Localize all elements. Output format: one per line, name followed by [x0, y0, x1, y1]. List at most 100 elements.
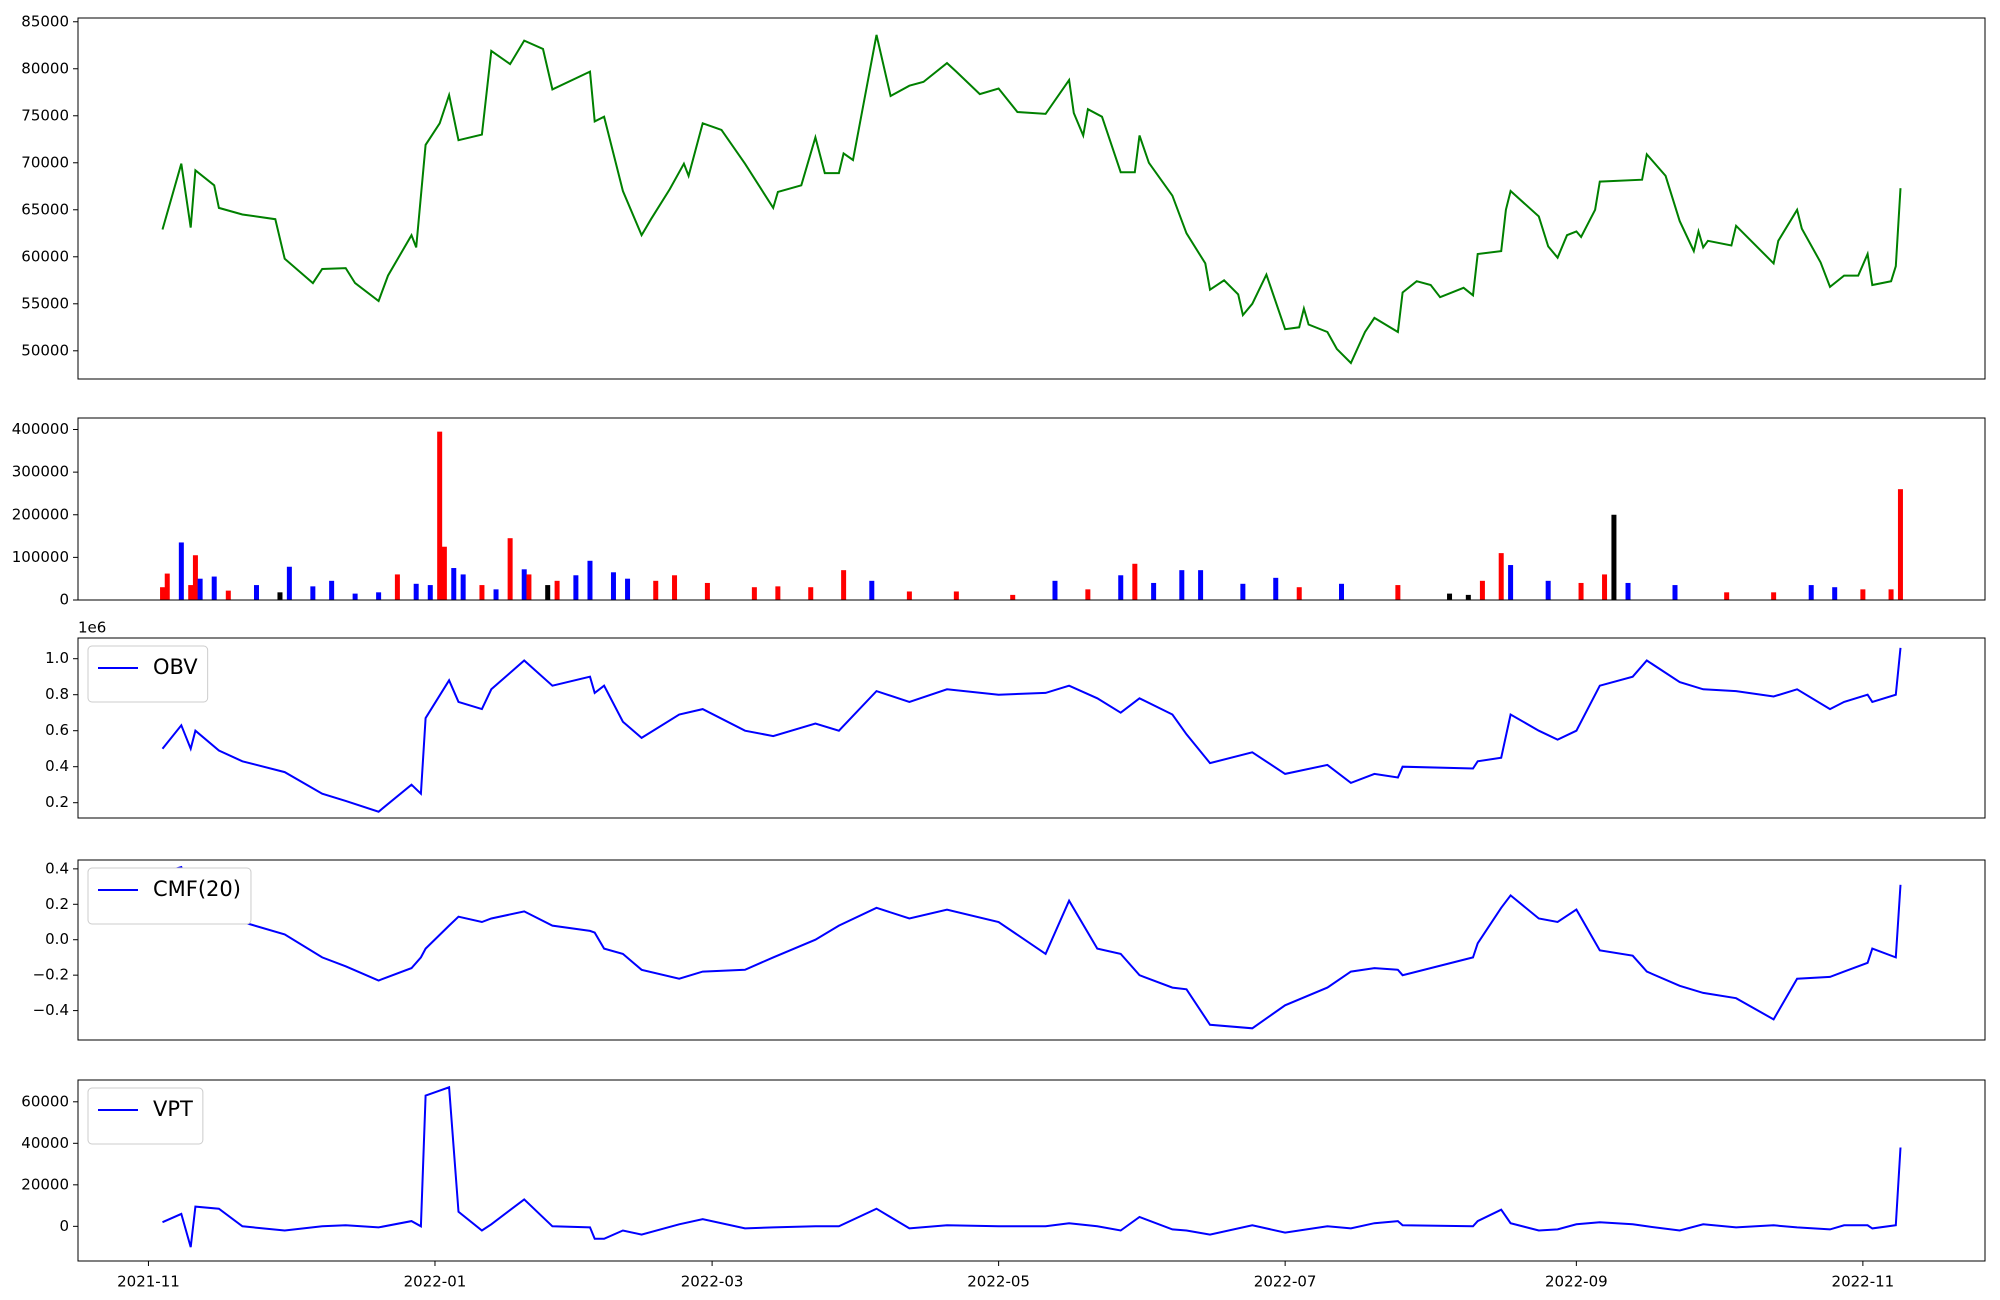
volume-bar: [1273, 577, 1279, 600]
y-tick-label: −0.4: [33, 1001, 69, 1019]
y-tick-label: 70000: [21, 153, 69, 171]
volume-bar: [953, 591, 959, 600]
y-tick-label: 0: [59, 1217, 69, 1235]
panel: −0.4 −0.2 0.0 0.2 0.4 CMF(20): [33, 859, 1986, 1041]
volume-bar: [394, 574, 400, 600]
volume-bar: [197, 578, 203, 600]
volume-bar: [188, 585, 194, 600]
volume-bar: [192, 555, 198, 600]
volume-bar: [1897, 489, 1903, 600]
volume-bar: [775, 586, 781, 600]
volume-bar: [1602, 574, 1608, 600]
volume-bar: [1832, 587, 1838, 600]
volume-bar: [178, 542, 184, 600]
volume-bar: [376, 592, 382, 600]
volume-bar: [507, 538, 513, 600]
volume-bar: [1545, 580, 1551, 600]
volume-bar: [1808, 585, 1814, 600]
volume-bar: [1240, 583, 1246, 600]
y-tick-label: 50000: [21, 341, 69, 359]
volume-bar: [869, 580, 875, 600]
volume-bar: [1447, 593, 1453, 600]
volume-bar: [906, 591, 912, 600]
volume-bar: [427, 585, 433, 600]
volume-bar: [277, 592, 283, 600]
y-tick-label: 300000: [12, 463, 69, 481]
x-tick-label: 2021-11: [117, 1273, 180, 1291]
volume-bar: [1611, 514, 1617, 600]
y-tick-label: 55000: [21, 294, 69, 312]
volume-bar: [672, 575, 678, 600]
volume-bar: [1085, 589, 1091, 600]
panel: 0 20000 40000 60000 2021-11 2022-01 2022-03 202…: [21, 1079, 1986, 1291]
x-tick-label: 2022-03: [681, 1273, 744, 1291]
volume-bar: [460, 574, 466, 600]
axes-frame: [77, 417, 1986, 601]
volume-bar: [554, 580, 560, 600]
line-series: [162, 1085, 1902, 1248]
x-tick-label: 2022-05: [967, 1273, 1030, 1291]
volume-bar: [841, 570, 847, 600]
volume-bar: [413, 583, 419, 600]
volume-bar: [437, 431, 443, 600]
y-tick-label: 80000: [21, 59, 69, 77]
y-tick-label: 85000: [21, 12, 69, 30]
axes-frame: [77, 859, 1986, 1041]
axes-frame: [77, 17, 1986, 380]
volume-bar: [1118, 575, 1124, 600]
volume-bar: [526, 574, 532, 600]
y-tick-label: 0.0: [45, 930, 69, 948]
volume-bar: [1771, 592, 1777, 600]
legend-label: CMF(20): [153, 877, 241, 901]
volume-bar: [451, 568, 457, 600]
legend: CMF(20): [87, 867, 252, 925]
volume-bar: [493, 589, 499, 600]
legend-box: [87, 867, 252, 925]
y-tick-label: 60000: [21, 1092, 69, 1110]
volume-bar: [286, 566, 292, 600]
volume-bar: [1198, 570, 1204, 600]
volume-bar: [329, 580, 335, 600]
y-tick-label: −0.2: [33, 966, 69, 984]
y-tick-label: 0.6: [45, 721, 69, 739]
line-series: [162, 865, 1902, 1030]
panel: 0 100000 200000 300000 400000: [12, 417, 1986, 609]
volume-bar: [211, 576, 217, 600]
volume-bar: [1132, 563, 1138, 600]
volume-bar: [587, 560, 593, 600]
volume-bar: [1339, 583, 1345, 600]
y-tick-label: 0.4: [45, 859, 69, 877]
volume-bar: [1888, 589, 1894, 600]
y-tick-label: 0: [59, 591, 69, 609]
y-tick-label: 100000: [12, 548, 69, 566]
y-tick-label: 0.8: [45, 685, 69, 703]
volume-bar: [164, 573, 170, 600]
volume-bar: [1052, 580, 1058, 600]
volume-bar: [352, 593, 358, 600]
volume-bar: [1672, 585, 1678, 600]
y-tick-label: 60000: [21, 247, 69, 265]
volume-bar: [1179, 570, 1185, 600]
y-tick-label: 0.2: [45, 793, 69, 811]
volume-bar: [610, 572, 616, 600]
volume-bar: [1465, 594, 1471, 600]
y-tick-label: 200000: [12, 505, 69, 523]
volume-bar: [1395, 585, 1401, 600]
line-series: [161, 647, 1902, 813]
volume-bar: [1296, 587, 1302, 600]
volume-bar: [751, 587, 757, 600]
legend-box: [87, 645, 209, 703]
panel: 0.2 0.4 0.6 0.8 1.0 1e6 OBV: [45, 619, 1986, 819]
x-tick-label: 2022-01: [404, 1273, 467, 1291]
legend: OBV: [87, 645, 209, 703]
volume-bar: [1498, 553, 1504, 600]
legend-box: [87, 1087, 204, 1145]
y-tick-label: 0.4: [45, 757, 69, 775]
volume-bar: [545, 585, 551, 600]
volume-bar: [1479, 580, 1485, 600]
volume-bar: [653, 580, 659, 600]
volume-bar: [1625, 582, 1631, 600]
axis-offset-label: 1e6: [78, 619, 106, 637]
volume-bar: [521, 569, 527, 600]
